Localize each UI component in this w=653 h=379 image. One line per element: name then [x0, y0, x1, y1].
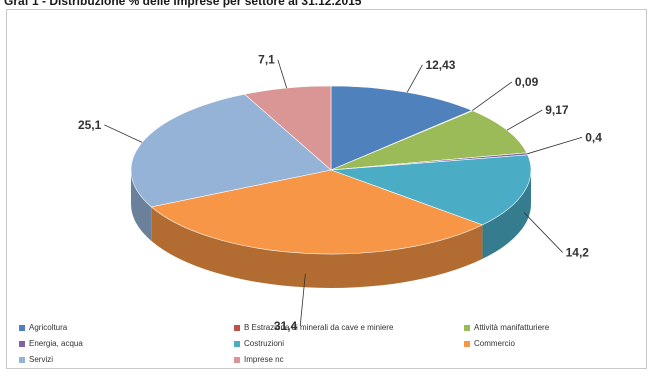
- data-label: 25,1: [78, 118, 143, 143]
- legend-swatch: [464, 324, 470, 331]
- data-label-text: 12,43: [425, 58, 455, 72]
- leader-line: [527, 136, 583, 155]
- legend-label: Commercio: [474, 339, 515, 348]
- chart-title: Graf 1 - Distribuzione % delle imprese p…: [4, 0, 362, 8]
- data-label: 12,43: [406, 58, 456, 93]
- legend-label: Servizi: [29, 355, 54, 364]
- legend-item: Costruzioni: [234, 339, 284, 348]
- pie-slice-side: [131, 170, 152, 241]
- pie-side-group: [131, 170, 531, 289]
- pie-top-group: [130, 85, 532, 255]
- legend-swatch: [234, 356, 240, 363]
- data-label: 9,17: [506, 103, 569, 131]
- pie-slice: [150, 169, 484, 255]
- pie-slice-side: [151, 206, 483, 289]
- legend-swatch: [19, 356, 25, 363]
- legend-item: Imprese nc: [234, 355, 284, 364]
- leader-line: [406, 64, 423, 93]
- leader-line: [104, 124, 143, 143]
- legend-label: Attività manifatturiere: [474, 323, 550, 332]
- data-label-text: 31,4: [274, 319, 298, 333]
- legend-swatch: [464, 340, 470, 347]
- pie-slice-side: [482, 170, 531, 259]
- data-label-text: 14,2: [566, 245, 590, 259]
- data-label-text: 0,09: [515, 75, 539, 89]
- data-label: 0,09: [472, 75, 539, 111]
- legend-item: Commercio: [464, 339, 515, 348]
- pie-slice: [330, 154, 532, 226]
- legend-item: Agricoltura: [19, 323, 67, 332]
- legend-item: Energia, acqua: [19, 339, 83, 348]
- data-label-text: 7,1: [258, 53, 275, 67]
- leader-line: [472, 81, 513, 111]
- legend-swatch: [19, 324, 25, 331]
- data-label: 31,4: [274, 273, 306, 333]
- legend-swatch: [19, 340, 25, 347]
- legend-label: Energia, acqua: [29, 339, 83, 348]
- legend-swatch: [234, 340, 240, 347]
- legend-label: Costruzioni: [244, 339, 285, 348]
- pie-slice: [130, 93, 332, 208]
- legend-item: Attività manifatturiere: [464, 323, 549, 332]
- legend-label: Agricoltura: [29, 323, 68, 332]
- pie-chart: 12,43 0,09 9,17 0,4 14,2 31,4 25,1 7,1: [78, 53, 602, 333]
- data-label: 14,2: [523, 212, 590, 259]
- data-label-group: 12,43 0,09 9,17 0,4 14,2 31,4 25,1 7,1: [78, 53, 602, 333]
- data-label: 7,1: [258, 53, 288, 89]
- legend-label: B Estrazione di minerali da cave e minie…: [244, 323, 394, 332]
- legend-item: B Estrazione di minerali da cave e minie…: [234, 323, 393, 332]
- legend-swatch: [234, 324, 240, 331]
- data-label-text: 9,17: [545, 103, 569, 117]
- leader-line: [299, 273, 306, 327]
- chart-legend: Agricoltura B Estrazione di minerali da c…: [19, 323, 649, 379]
- data-label-text: 0,4: [585, 130, 602, 144]
- legend-label: Imprese nc: [244, 355, 284, 364]
- chart-area: 12,43 0,09 9,17 0,4 14,2 31,4 25,1 7,1 Agricolt…: [6, 9, 647, 369]
- data-label: 0,4: [527, 130, 602, 155]
- leader-line: [523, 212, 563, 253]
- leader-line: [277, 59, 288, 89]
- leader-line: [506, 109, 543, 131]
- data-label-text: 25,1: [78, 118, 102, 132]
- legend-item: Servizi: [19, 355, 53, 364]
